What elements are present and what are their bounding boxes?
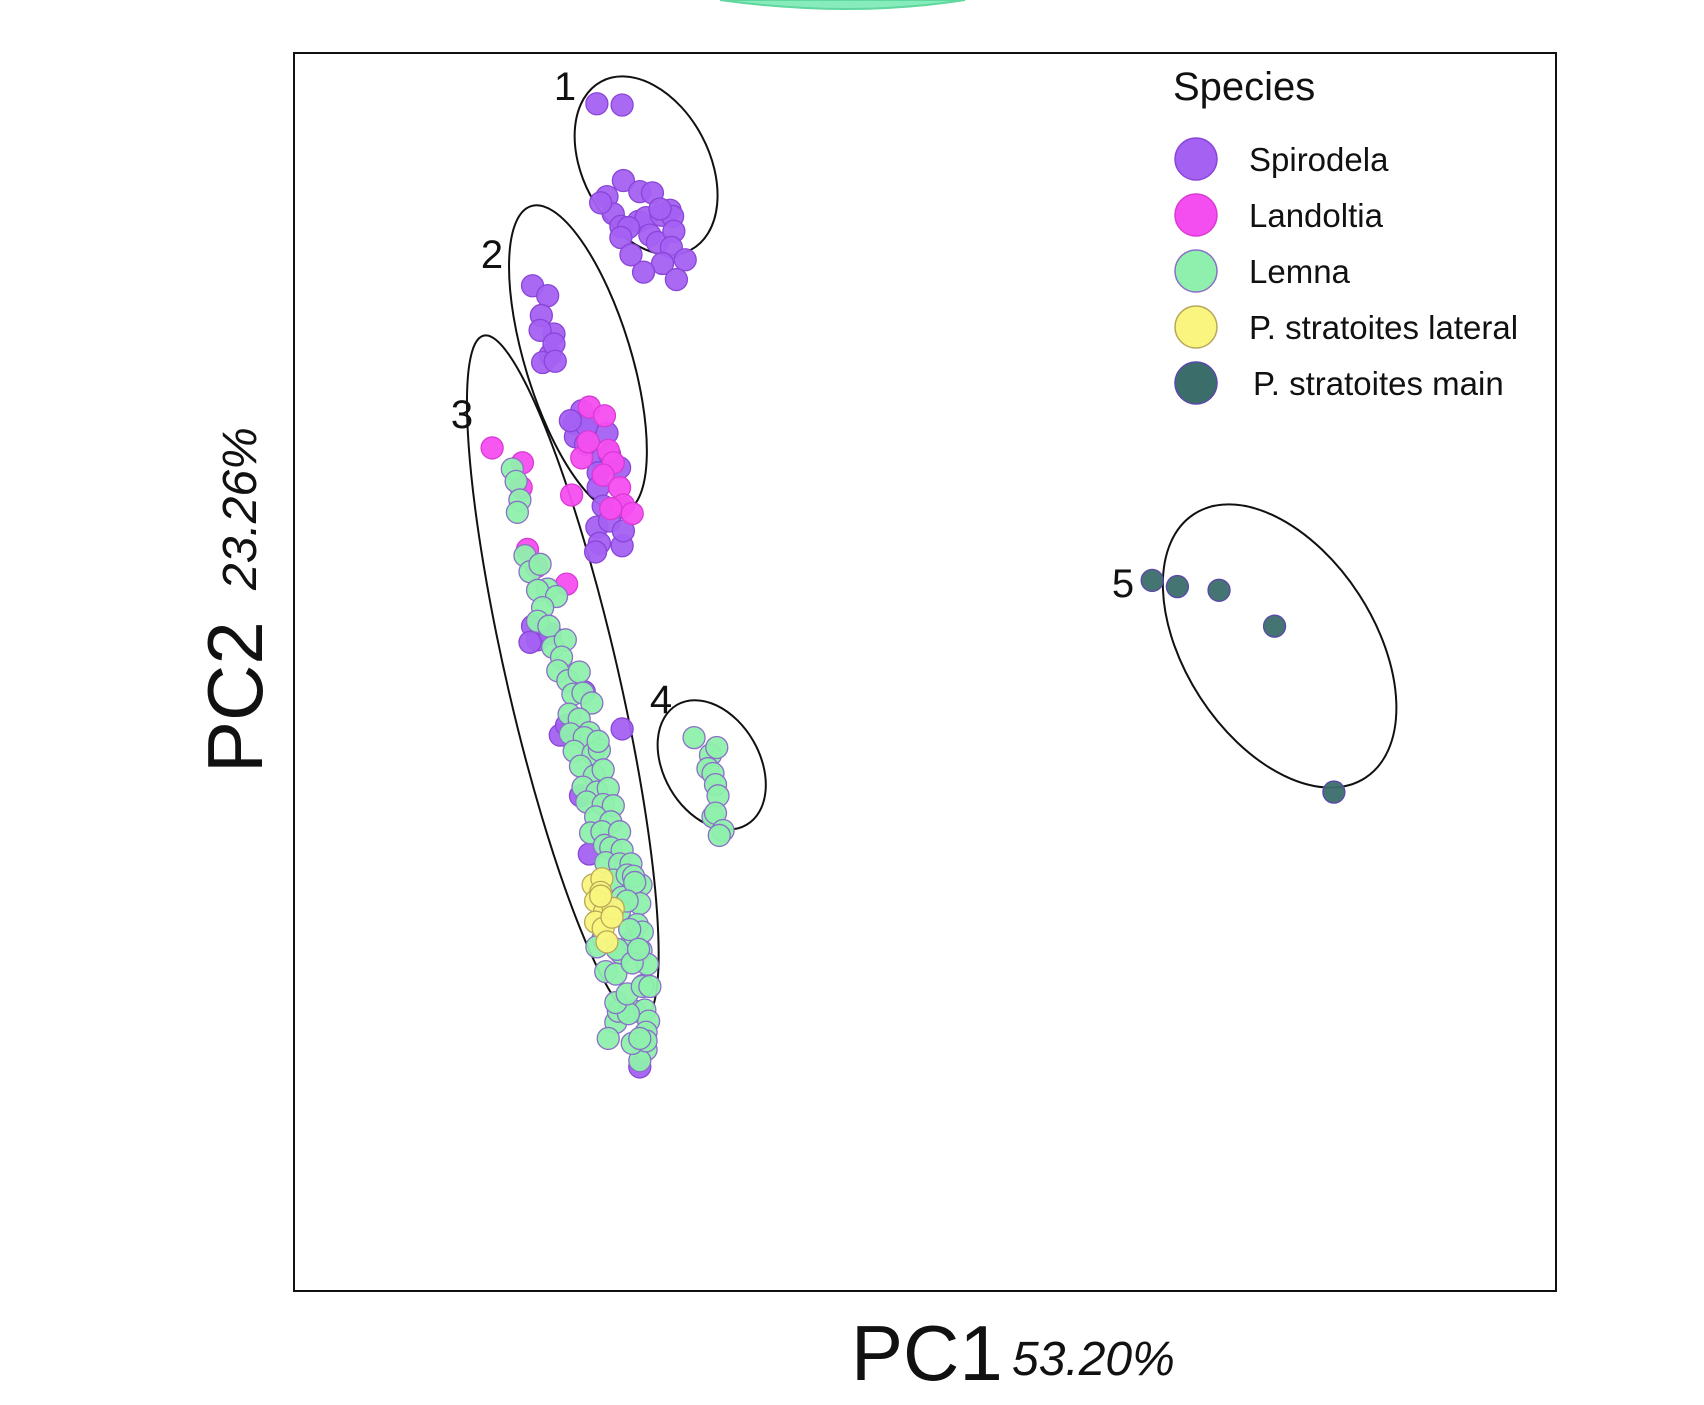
point-lemna — [638, 974, 662, 999]
point-spirodela — [558, 409, 583, 433]
point-p-stratoites-lateral — [600, 905, 624, 929]
point-p-stratoites-lateral — [595, 930, 619, 954]
point-p-stratoites-main — [1140, 568, 1164, 593]
point-spirodela — [611, 168, 636, 193]
legend-swatch-landoltia — [1174, 193, 1218, 237]
legend-label-lemna: Lemna — [1249, 253, 1351, 290]
point-spirodela — [583, 540, 608, 564]
point-spirodela — [543, 349, 567, 373]
cluster-label-2: 2 — [481, 233, 503, 277]
point-landoltia — [599, 496, 623, 521]
legend-swatch-p-stratoites-main — [1174, 361, 1218, 405]
x-axis-percent: 53.20% — [1012, 1333, 1175, 1386]
y-axis-title: PC2 — [191, 621, 279, 773]
point-lemna — [628, 1026, 652, 1051]
legend: Species Spirodela Landoltia Lemna P. strato… — [1173, 65, 1518, 405]
point-lemna — [707, 823, 731, 848]
cluster-ellipse-4 — [656, 699, 767, 831]
y-axis-label: PC2 23.26% — [191, 427, 279, 773]
point-lemna — [567, 660, 591, 684]
legend-title: Species — [1173, 65, 1315, 109]
legend-label-landoltia: Landoltia — [1249, 197, 1384, 234]
point-lemna — [586, 729, 610, 753]
plot-frame — [293, 52, 1557, 1292]
legend-label-p-stratoites-lateral: P. stratoites lateral — [1249, 309, 1518, 346]
legend-label-spirodela: Spirodela — [1249, 141, 1389, 178]
point-lemna — [705, 735, 729, 760]
point-p-stratoites-lateral — [589, 884, 613, 908]
point-spirodela — [609, 225, 633, 250]
cluster-label-4: 4 — [650, 678, 672, 722]
point-lemna — [580, 691, 604, 715]
point-spirodela — [673, 248, 697, 272]
point-landoltia — [480, 436, 504, 460]
point-p-stratoites-main — [1165, 574, 1190, 599]
data-points — [480, 92, 1346, 1079]
point-spirodela — [589, 191, 613, 215]
cluster-ellipse-5 — [1161, 503, 1398, 789]
point-spirodela — [536, 283, 560, 308]
point-landoltia — [559, 483, 584, 507]
point-lemna — [505, 500, 530, 524]
point-spirodela — [528, 318, 552, 342]
point-lemna — [682, 725, 706, 750]
cluster-label-3: 3 — [451, 393, 473, 437]
x-axis-title: PC1 — [851, 1309, 1003, 1397]
point-p-stratoites-main — [1262, 614, 1287, 638]
legend-swatch-spirodela — [1174, 137, 1218, 181]
point-lemna — [604, 962, 628, 986]
point-landoltia — [576, 430, 600, 454]
point-landoltia — [620, 501, 644, 526]
point-lemna — [618, 917, 642, 942]
point-spirodela — [648, 197, 672, 221]
point-lemna — [596, 1026, 620, 1051]
point-spirodela — [619, 243, 643, 267]
point-lemna — [528, 552, 552, 576]
legend-swatch-p-stratoites-lateral — [1174, 305, 1218, 349]
point-spirodela — [610, 717, 634, 741]
legend-swatch-lemna — [1174, 249, 1218, 293]
point-p-stratoites-main — [1207, 578, 1231, 602]
point-landoltia — [592, 404, 617, 428]
point-spirodela — [664, 267, 689, 292]
y-axis-percent: 23.26% — [214, 427, 267, 591]
point-lemna — [626, 937, 651, 961]
legend-label-p-stratoites-main: P. stratoites main — [1253, 365, 1504, 402]
point-landoltia — [591, 463, 615, 487]
point-spirodela — [585, 92, 609, 116]
cluster-label-5: 5 — [1112, 562, 1134, 606]
x-axis-label: PC1 53.20% — [851, 1309, 1175, 1397]
point-p-stratoites-main — [1322, 780, 1346, 804]
point-spirodela — [650, 251, 675, 276]
point-spirodela — [518, 630, 542, 654]
cluster-labels: 1 2 3 4 5 — [451, 65, 1134, 722]
cluster-label-1: 1 — [554, 65, 576, 109]
point-spirodela — [631, 260, 656, 284]
point-spirodela — [610, 93, 634, 117]
